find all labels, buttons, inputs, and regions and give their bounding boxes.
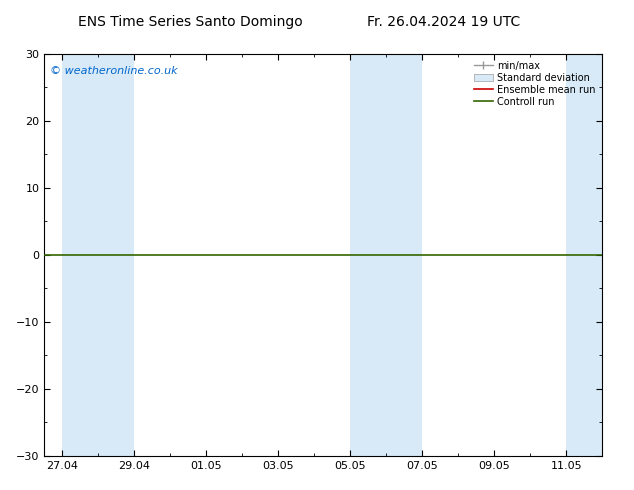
Bar <box>62 54 98 456</box>
Bar <box>386 54 422 456</box>
Bar <box>566 54 602 456</box>
Bar <box>351 54 386 456</box>
Legend: min/max, Standard deviation, Ensemble mean run, Controll run: min/max, Standard deviation, Ensemble me… <box>472 59 597 108</box>
Bar <box>98 54 134 456</box>
Text: © weatheronline.co.uk: © weatheronline.co.uk <box>50 66 178 76</box>
Text: ENS Time Series Santo Domingo: ENS Time Series Santo Domingo <box>78 15 302 29</box>
Text: Fr. 26.04.2024 19 UTC: Fr. 26.04.2024 19 UTC <box>367 15 521 29</box>
